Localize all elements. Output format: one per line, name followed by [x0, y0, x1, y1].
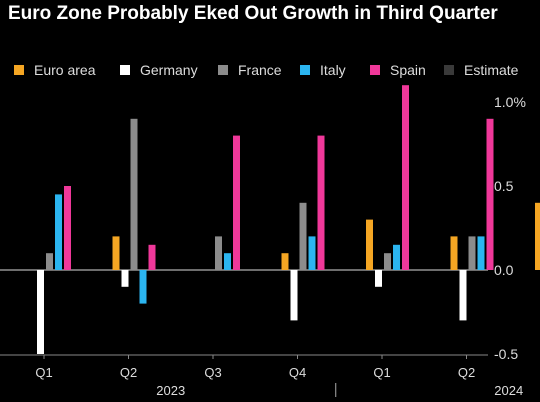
bar-france-5	[468, 236, 476, 270]
bar-euro-area-3	[281, 253, 289, 270]
bar-italy-1	[139, 270, 147, 304]
legend-label-germany: Germany	[140, 62, 198, 78]
bar-italy-2	[224, 253, 231, 270]
y-tick-label: -0.5	[494, 346, 518, 362]
bar-spain-1	[148, 244, 156, 270]
legend-label-estimate: Estimate	[464, 62, 519, 78]
legend-item-france: France	[218, 62, 282, 78]
x-tick-label: Q1	[35, 365, 52, 380]
bar-italy-5	[477, 236, 485, 270]
year-label: 2024	[494, 383, 523, 398]
y-tick-label: 0.0	[494, 262, 514, 278]
bar-france-1	[130, 118, 138, 270]
legend-swatch-spain	[370, 65, 380, 75]
legend: Euro area Germany France Italy Spain Est…	[14, 62, 534, 80]
legend-label-euro-area: Euro area	[34, 62, 96, 78]
bar-euro-area-1	[112, 236, 120, 270]
legend-swatch-germany	[120, 65, 130, 75]
legend-item-germany: Germany	[120, 62, 198, 78]
bar-italy-3	[308, 236, 316, 270]
bar-france-0	[46, 253, 53, 270]
bar-spain-5	[486, 118, 494, 270]
bar-euro-area-5	[450, 236, 458, 270]
bar-spain-3	[317, 135, 325, 270]
bar-germany-4	[375, 270, 382, 287]
legend-item-estimate: Estimate	[444, 62, 518, 78]
bar-spain-2	[233, 135, 240, 270]
y-tick-label: 1.0%	[494, 94, 526, 110]
x-tick-label: Q1	[373, 365, 390, 380]
legend-swatch-estimate	[444, 65, 454, 75]
legend-label-france: France	[238, 62, 282, 78]
year-label: 2023	[156, 383, 185, 398]
legend-item-euro-area: Euro area	[14, 62, 95, 78]
bar-euro-area-6	[535, 202, 540, 270]
legend-swatch-france	[218, 65, 228, 75]
x-tick-label: Q2	[120, 365, 137, 380]
bar-spain-4	[402, 85, 409, 270]
bar-france-3	[299, 202, 307, 270]
bar-italy-0	[55, 194, 62, 270]
bar-spain-0	[64, 186, 71, 270]
chart-title: Euro Zone Probably Eked Out Growth in Th…	[8, 3, 498, 24]
legend-item-spain: Spain	[370, 62, 426, 78]
legend-swatch-euro-area	[14, 65, 24, 75]
bar-france-4	[384, 253, 391, 270]
x-tick-label: Q3	[204, 365, 221, 380]
legend-swatch-italy	[300, 65, 310, 75]
legend-label-italy: Italy	[320, 62, 346, 78]
x-tick-label: Q4	[289, 365, 306, 380]
bar-germany-5	[459, 270, 467, 321]
y-tick-label: 0.5	[494, 178, 514, 194]
x-tick-label: Q2	[458, 365, 475, 380]
bar-germany-0	[37, 270, 44, 354]
bar-euro-area-4	[366, 219, 373, 270]
legend-item-italy: Italy	[300, 62, 346, 78]
bar-germany-3	[290, 270, 298, 321]
bar-france-2	[215, 236, 222, 270]
legend-label-spain: Spain	[390, 62, 426, 78]
bar-germany-1	[121, 270, 129, 287]
bar-italy-4	[393, 244, 400, 270]
